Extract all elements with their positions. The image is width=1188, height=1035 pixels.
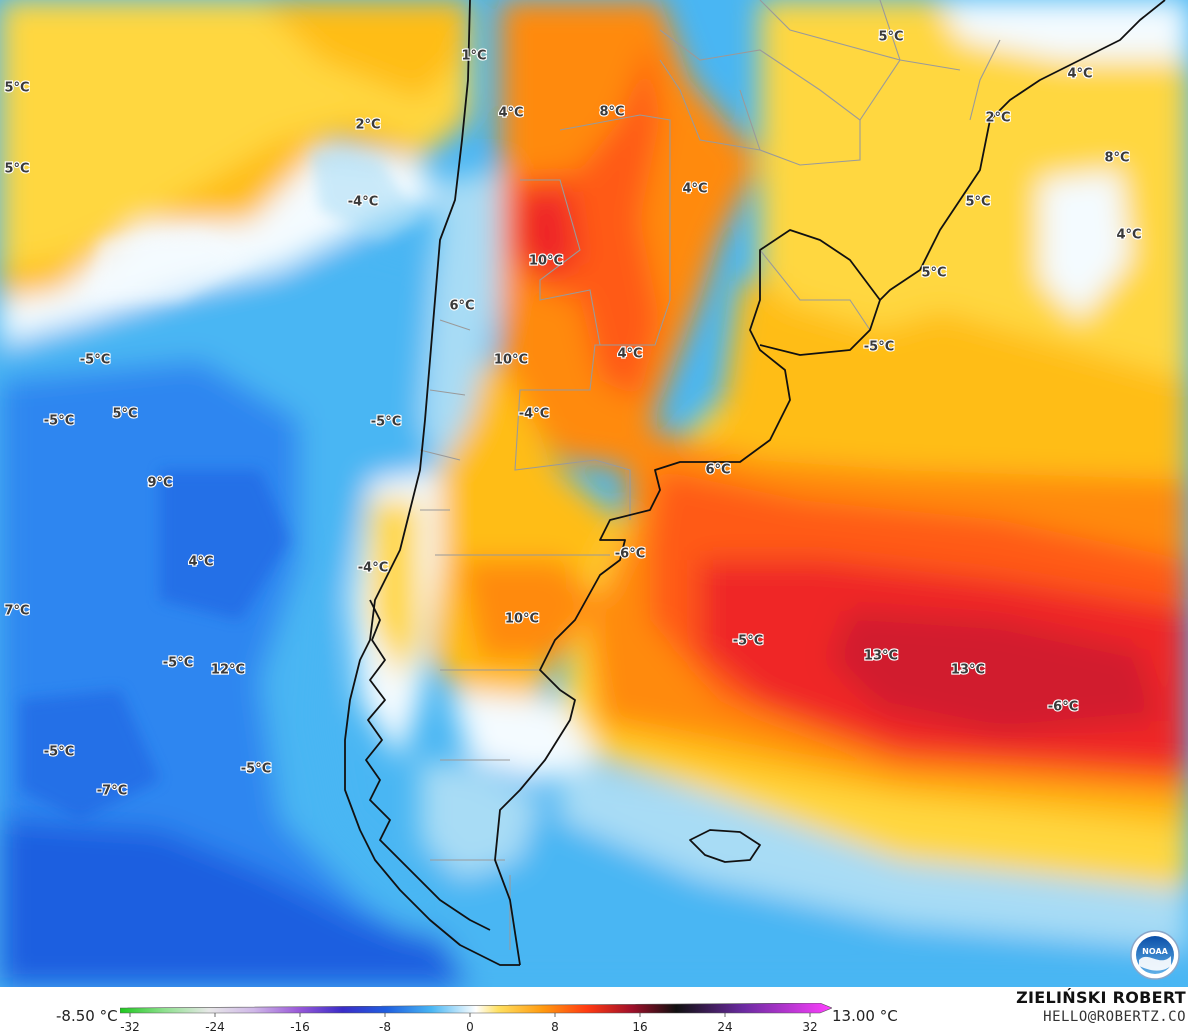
footer: -8.50 °C -32 -24 -16 -8 0 8 16 24 32 13.00 °C ZI…: [0, 987, 1188, 1035]
border-paraguay-brazil: [659, 29, 861, 166]
legend-max-label: 13.00 °C: [832, 1007, 898, 1025]
temp-label: 2°C: [355, 118, 380, 133]
temp-label: -5°C: [163, 656, 193, 671]
area-south-white: [450, 690, 600, 780]
area-texture-4: [310, 150, 420, 240]
temperature-field: [0, 0, 1188, 987]
legend-min-label: -8.50 °C: [56, 1007, 118, 1025]
temp-label: 5°C: [4, 81, 29, 96]
border-tierra-del-fuego: [430, 859, 511, 950]
area-southern-ocean-light: [560, 760, 1188, 950]
area-texture-1: [90, 230, 260, 300]
color-scale-tick-label: -24: [205, 1020, 225, 1034]
area-east-white-patch: [1040, 170, 1130, 320]
coast-fjords: [365, 599, 491, 931]
noaa-logo-text: NOAA: [1142, 947, 1168, 956]
temp-label: 8°C: [599, 105, 624, 120]
temp-label: 6°C: [705, 463, 730, 478]
temp-label: -5°C: [44, 414, 74, 429]
temp-label: 4°C: [498, 106, 523, 121]
temp-label: 4°C: [1067, 67, 1092, 82]
temp-label: -5°C: [241, 762, 271, 777]
border-argentina-provinces-mid: [520, 179, 601, 346]
area-brazil-yellow-patch: [760, 160, 1000, 330]
author-email: HELLO@ROBERTZ.CO: [1043, 1009, 1186, 1025]
color-scale-tick-label: 24: [717, 1020, 732, 1034]
temp-label: -4°C: [358, 561, 388, 576]
temp-label: -4°C: [519, 407, 549, 422]
area-south-pacific-deep: [0, 820, 560, 987]
temp-label: -5°C: [371, 415, 401, 430]
border-argentina-provinces-north: [514, 114, 671, 520]
area-texture-2: [160, 470, 290, 620]
coast-atlantic: [494, 0, 1166, 966]
coast-falklands: [689, 829, 761, 863]
temperature-map: 1°C 5°C 5°C 4°C 2°C 8°C 4°C 2°C 5°C 8°C -4°C 4°C 5°C…: [0, 0, 1188, 987]
color-scale-tick-label: 8: [551, 1020, 559, 1034]
border-argentina-provinces-south: [435, 554, 610, 761]
author-credit: ZIELIŃSKI ROBERT: [1016, 988, 1186, 1007]
area-north-pacific-yellow: [0, 0, 470, 270]
noaa-logo: NOAA: [1130, 930, 1180, 980]
coast-chile-west: [344, 0, 520, 966]
temp-label: -5°C: [733, 634, 763, 649]
temp-label: 5°C: [878, 30, 903, 45]
border-brazil-states: [739, 0, 1001, 151]
temp-label: 4°C: [188, 555, 213, 570]
area-land-red: [510, 40, 660, 400]
temp-label: -5°C: [864, 340, 894, 355]
temp-label: 5°C: [4, 162, 29, 177]
temp-label: -6°C: [1048, 700, 1078, 715]
temp-label: 6°C: [449, 299, 474, 314]
area-southern-ocean-sky: [420, 760, 1188, 987]
temp-label: -6°C: [615, 547, 645, 562]
color-scale-bar: -32 -24 -16 -8 0 8 16 24 32: [120, 1003, 832, 1034]
temp-label: 5°C: [965, 195, 990, 210]
color-scale-tick-label: 16: [632, 1020, 647, 1034]
temp-label: -5°C: [80, 353, 110, 368]
area-atlantic-dark-red: [830, 610, 1160, 735]
coast-uruguay-estuary: [759, 299, 881, 356]
temp-label: 8°C: [1104, 151, 1129, 166]
color-scale-tick-label: 32: [802, 1020, 817, 1034]
area-chile-yellow: [370, 500, 420, 680]
border-uruguay: [759, 249, 871, 331]
temp-label: 4°C: [682, 182, 707, 197]
area-patagonia-orange: [460, 560, 600, 660]
temp-label: 12°C: [211, 663, 245, 678]
coastlines: [344, 0, 1166, 966]
map-canvas: 1°C 5°C 5°C 4°C 2°C 8°C 4°C 2°C 5°C 8°C -4°C 4°C 5°C…: [0, 0, 1188, 987]
temp-label: 2°C: [985, 111, 1010, 126]
temp-label: 13°C: [951, 663, 985, 678]
temp-label: 7°C: [4, 604, 29, 619]
area-texture-3: [20, 690, 160, 820]
temp-label: 5°C: [112, 407, 137, 422]
temperature-labels: 1°C 5°C 5°C 4°C 2°C 8°C 4°C 2°C 5°C 8°C -4°C 4°C 5°C…: [3, 28, 1142, 799]
temp-label: 13°C: [864, 649, 898, 664]
color-scale-tick-label: -8: [379, 1020, 391, 1034]
temp-label: 1°C: [461, 49, 486, 64]
color-scale-tick-label: 0: [466, 1020, 474, 1034]
temp-label: -4°C: [348, 195, 378, 210]
temp-label: 10°C: [494, 353, 528, 368]
political-borders: [419, 0, 1001, 950]
temp-label: 4°C: [1116, 228, 1141, 243]
color-scale-gradient: [120, 1003, 832, 1014]
border-chile-regions: [419, 319, 471, 511]
color-scale-tick-label: -32: [120, 1020, 140, 1034]
area-northeast-white: [940, 0, 1188, 60]
temp-label: 10°C: [505, 612, 539, 627]
temp-label: 5°C: [921, 266, 946, 281]
color-scale-ticks: -32 -24 -16 -8 0 8 16 24 32: [120, 1013, 818, 1034]
area-land-hot: [515, 190, 580, 280]
area-south-light: [420, 760, 540, 880]
temp-label: -5°C: [44, 745, 74, 760]
color-scale-tick-label: -16: [290, 1020, 310, 1034]
temp-label: 9°C: [147, 476, 172, 491]
temp-label: 4°C: [617, 347, 642, 362]
temp-label: 10°C: [529, 254, 563, 269]
temp-label: -7°C: [97, 784, 127, 799]
